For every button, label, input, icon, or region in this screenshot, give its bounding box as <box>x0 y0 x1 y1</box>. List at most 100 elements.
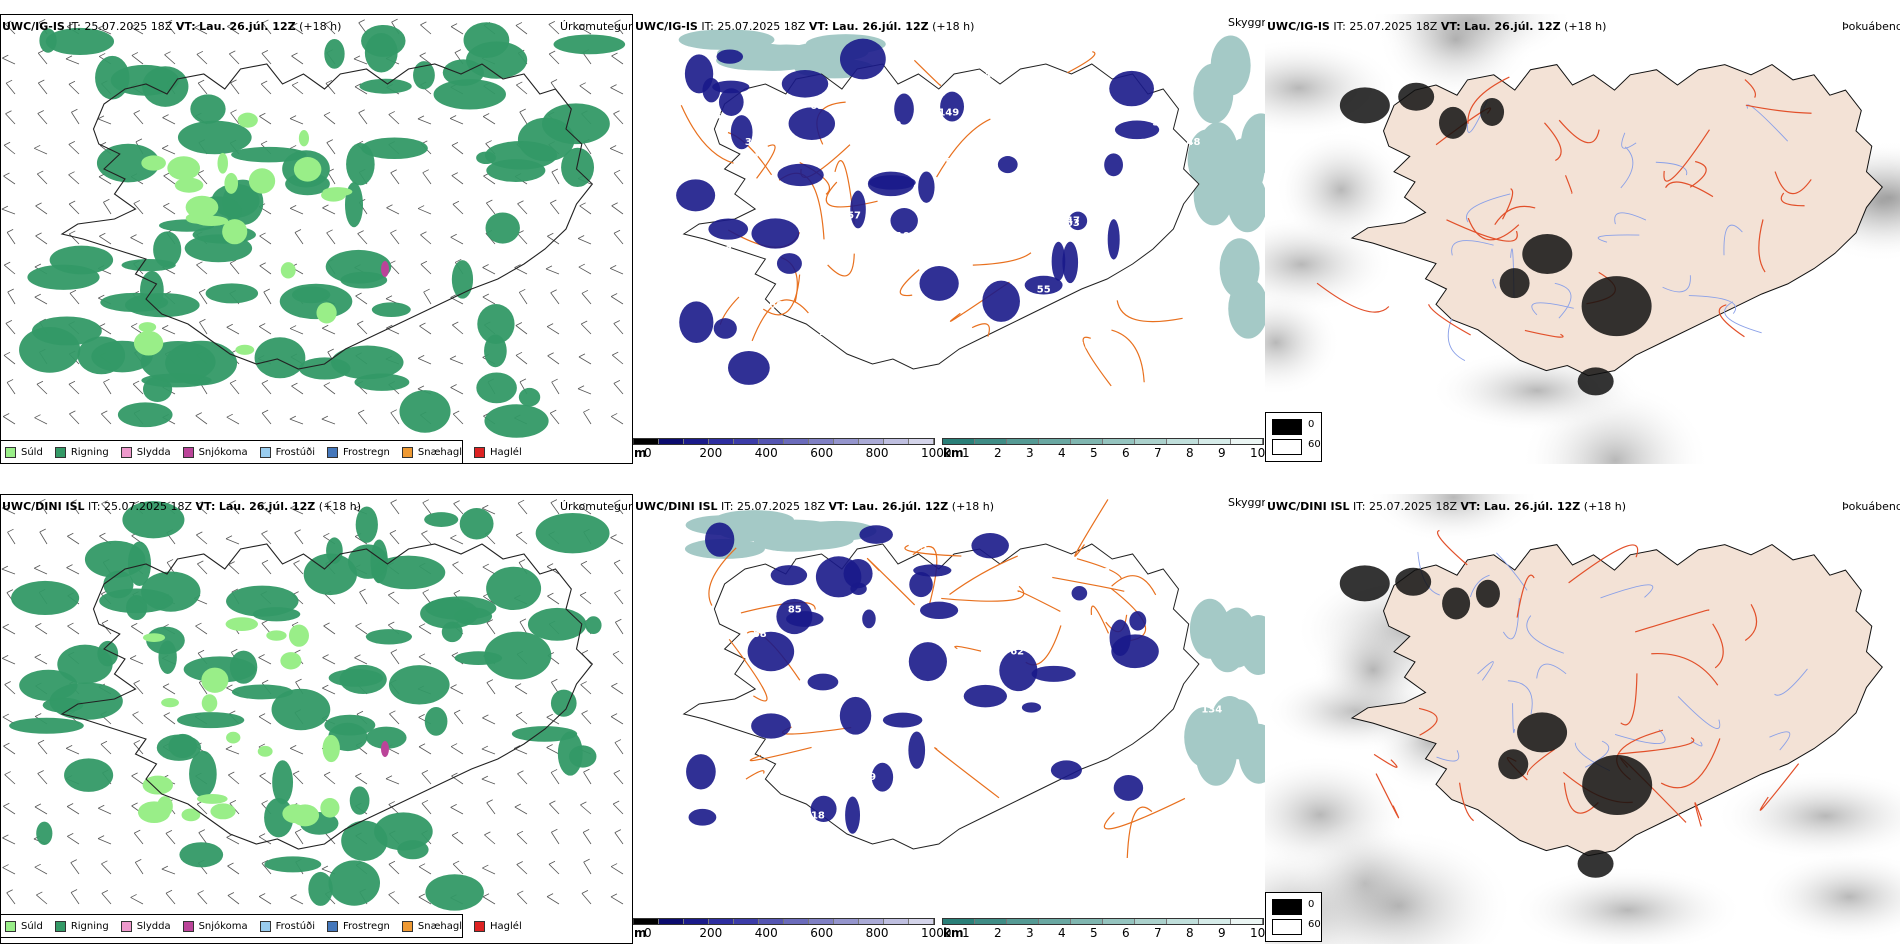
bar-unit: km <box>943 926 964 940</box>
sea-visibility <box>678 29 1265 339</box>
visibility-label: 65 <box>978 370 992 381</box>
bar-tick: 2 <box>994 446 1002 460</box>
bar-tick: 2 <box>994 926 1002 940</box>
legend-item-snæhagl: Snæhagl <box>401 920 462 932</box>
legend-label: Snæhagl <box>417 446 463 458</box>
low-cloud-area <box>686 522 1159 834</box>
height-bar-bottom: m 0 200 400 600 800 1000 <box>633 918 952 942</box>
visibility-label: 46 <box>1078 341 1092 352</box>
visibility-label: 49 <box>824 759 838 770</box>
visibility-label: 19 <box>1152 300 1166 311</box>
cloud-panel-bottom: 66 61 47 53 44 49 118 58 156 60 50 35 80 32 134 51 85 79 8… <box>633 494 1265 944</box>
visibility-label: 44 <box>954 814 968 825</box>
visibility-label: 52 <box>1041 139 1055 150</box>
visibility-label: 50 <box>880 624 894 635</box>
rivers <box>1447 100 1789 361</box>
fog-legend-label: 0 <box>1308 899 1315 910</box>
iceland-coastline <box>60 63 594 370</box>
bar-tick: 600 <box>810 926 834 940</box>
visibility-label: 173 <box>1169 324 1190 335</box>
cloud-title-top: Skyggni <box>1228 16 1272 29</box>
fog-map-top <box>1265 14 1900 464</box>
legend-swatch <box>5 446 16 458</box>
visibility-label: 51 <box>1022 156 1036 167</box>
fog-legend-top: 0 60 <box>1265 412 1322 462</box>
legend-item-slydda: Slydda <box>120 446 171 458</box>
legend-swatch <box>120 920 132 932</box>
bar-tick: 800 <box>865 446 889 460</box>
visibility-label: 156 <box>843 598 864 609</box>
bar-tick: 6 <box>1122 446 1130 460</box>
fog-title-bottom: Þokuábendi <box>1842 500 1900 513</box>
visibility-label: 48 <box>984 70 998 81</box>
bar-unit: m <box>634 926 647 940</box>
visibility-label: 38 <box>1172 273 1186 284</box>
precip-title-bottom: Úrkomutegund <box>560 500 642 513</box>
legend-swatch <box>120 446 132 458</box>
bar-tick: 10 <box>1250 926 1266 940</box>
iceland-land <box>1350 544 1883 857</box>
bar-tick: 600 <box>810 446 834 460</box>
legend-item-súld: Súld <box>5 920 43 932</box>
visibility-label: 83 <box>1097 799 1111 810</box>
bar-tick: 400 <box>754 446 778 460</box>
visibility-label: 66 <box>769 300 783 311</box>
visibility-label: 58 <box>753 629 767 640</box>
visibility-label: 102 <box>896 231 917 242</box>
bar-tick: 3 <box>1026 446 1034 460</box>
legend-label: Slydda <box>136 446 171 458</box>
precip-map-bottom <box>1 498 624 911</box>
fog-indicator-dark <box>1339 565 1653 878</box>
legend-item-súld: Súld <box>5 446 43 458</box>
bar-tick: 200 <box>699 446 723 460</box>
visibility-label: 48 <box>1187 137 1201 148</box>
visibility-label: 48 <box>1119 557 1133 568</box>
precip-header-top: UWC/IG-IS IT: 25.07.2025 18Z VT: Lau. 26… <box>2 20 342 33</box>
legend-label: Snjókoma <box>198 920 248 932</box>
fog-panel-bottom <box>1265 494 1900 944</box>
fog-legend-swatch <box>1272 919 1302 935</box>
visibility-label: 85 <box>788 605 802 616</box>
legend-item-haglél: Haglél <box>474 446 522 458</box>
legend-item-frostúði: Frostúði <box>259 920 315 932</box>
km-bar-bottom: km 1 2 3 4 5 6 7 8 9 10 <box>942 918 1266 942</box>
bar-tick: 4 <box>1058 446 1066 460</box>
legend-swatch <box>5 920 16 932</box>
fog-legend-swatch <box>1272 419 1302 435</box>
visibility-label: 49 <box>1053 101 1067 112</box>
visibility-label: 35 <box>913 543 927 554</box>
bar-tick: 8 <box>1186 926 1194 940</box>
visibility-label: 118 <box>804 810 825 821</box>
fog-map-bottom <box>1265 494 1900 944</box>
drizzle-area <box>137 617 340 827</box>
fog-legend-swatch <box>1272 899 1302 915</box>
visibility-label: 82 <box>1199 690 1213 701</box>
visibility-label: 75 <box>875 160 889 171</box>
legend-item-snæhagl: Snæhagl <box>401 446 463 458</box>
bar-tick: 1000 <box>921 926 952 940</box>
drizzle-area <box>133 112 353 356</box>
fog-indicator-dark <box>1339 82 1652 396</box>
fog-legend-swatch <box>1272 439 1302 455</box>
visibility-label: 63 <box>1066 218 1080 229</box>
legend-label: Frostúði <box>275 920 315 932</box>
low-cloud-area <box>676 38 1160 385</box>
legend-label: Haglél <box>490 446 522 458</box>
legend-item-slydda: Slydda <box>120 920 171 932</box>
visibility-label: 51 <box>733 863 747 874</box>
legend-swatch <box>327 920 338 932</box>
bar-tick: 9 <box>1218 446 1226 460</box>
bar-tick: 1000 <box>921 446 952 460</box>
precip-title-top: Úrkomutegund <box>560 20 642 33</box>
bar-tick: 800 <box>865 926 889 940</box>
cloud-title-bottom: Skyggni <box>1228 496 1272 509</box>
legend-label: Rigning <box>70 920 109 932</box>
legend-item-snjókoma: Snjókoma <box>182 920 248 932</box>
visibility-label: 63 <box>961 313 975 324</box>
legend-label: Frostregn <box>343 446 390 458</box>
visibility-label: 54 <box>727 285 741 296</box>
visibility-label: 134 <box>1201 705 1222 716</box>
visibility-label: 46 <box>1118 257 1132 268</box>
